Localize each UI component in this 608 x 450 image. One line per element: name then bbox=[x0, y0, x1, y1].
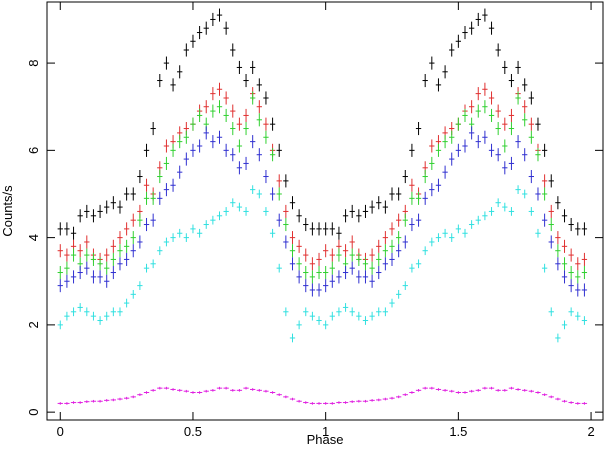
y-tick-label: 4 bbox=[26, 234, 41, 241]
x-tick-label: 1 bbox=[322, 424, 329, 439]
x-axis-label: Phase bbox=[307, 432, 344, 447]
y-axis-label: Counts/s bbox=[0, 185, 15, 237]
y-tick-label: 8 bbox=[26, 59, 41, 66]
x-tick-label: 2 bbox=[587, 424, 594, 439]
y-tick-label: 6 bbox=[26, 147, 41, 154]
x-tick-label: 0 bbox=[57, 424, 64, 439]
plot-frame bbox=[46, 1, 604, 421]
y-tick-label: 2 bbox=[26, 321, 41, 328]
x-tick-label: 0.5 bbox=[184, 424, 202, 439]
x-tick-label: 1.5 bbox=[449, 424, 467, 439]
y-tick-label: 0 bbox=[26, 409, 41, 416]
